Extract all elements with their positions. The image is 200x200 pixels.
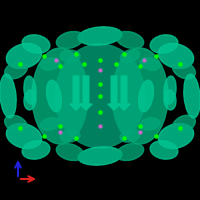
- Ellipse shape: [139, 80, 153, 112]
- Ellipse shape: [140, 58, 160, 70]
- Ellipse shape: [120, 49, 140, 63]
- Ellipse shape: [78, 147, 122, 165]
- Ellipse shape: [22, 35, 50, 53]
- Ellipse shape: [60, 50, 80, 62]
- Ellipse shape: [140, 118, 160, 130]
- Ellipse shape: [173, 61, 195, 79]
- Ellipse shape: [24, 90, 36, 110]
- Ellipse shape: [5, 115, 27, 133]
- Ellipse shape: [120, 130, 140, 142]
- Ellipse shape: [0, 74, 16, 118]
- Ellipse shape: [47, 80, 61, 112]
- Ellipse shape: [150, 141, 178, 159]
- Ellipse shape: [56, 143, 84, 161]
- Ellipse shape: [173, 115, 195, 133]
- Ellipse shape: [78, 27, 122, 45]
- Ellipse shape: [116, 31, 144, 49]
- Ellipse shape: [32, 48, 88, 144]
- Ellipse shape: [55, 44, 145, 148]
- Ellipse shape: [6, 124, 42, 148]
- Ellipse shape: [158, 124, 194, 148]
- Ellipse shape: [158, 44, 194, 68]
- Ellipse shape: [24, 76, 36, 104]
- Ellipse shape: [150, 35, 178, 53]
- Ellipse shape: [5, 61, 27, 79]
- Ellipse shape: [164, 76, 176, 104]
- Ellipse shape: [56, 31, 84, 49]
- FancyArrow shape: [108, 76, 120, 110]
- FancyArrow shape: [70, 76, 82, 110]
- Ellipse shape: [112, 48, 168, 144]
- FancyArrow shape: [118, 76, 130, 110]
- FancyArrow shape: [80, 76, 92, 110]
- Ellipse shape: [164, 90, 176, 110]
- Ellipse shape: [116, 143, 144, 161]
- Ellipse shape: [6, 44, 42, 68]
- Ellipse shape: [40, 58, 60, 70]
- Ellipse shape: [40, 118, 60, 130]
- Ellipse shape: [22, 141, 50, 159]
- Ellipse shape: [60, 130, 80, 142]
- Ellipse shape: [184, 74, 200, 118]
